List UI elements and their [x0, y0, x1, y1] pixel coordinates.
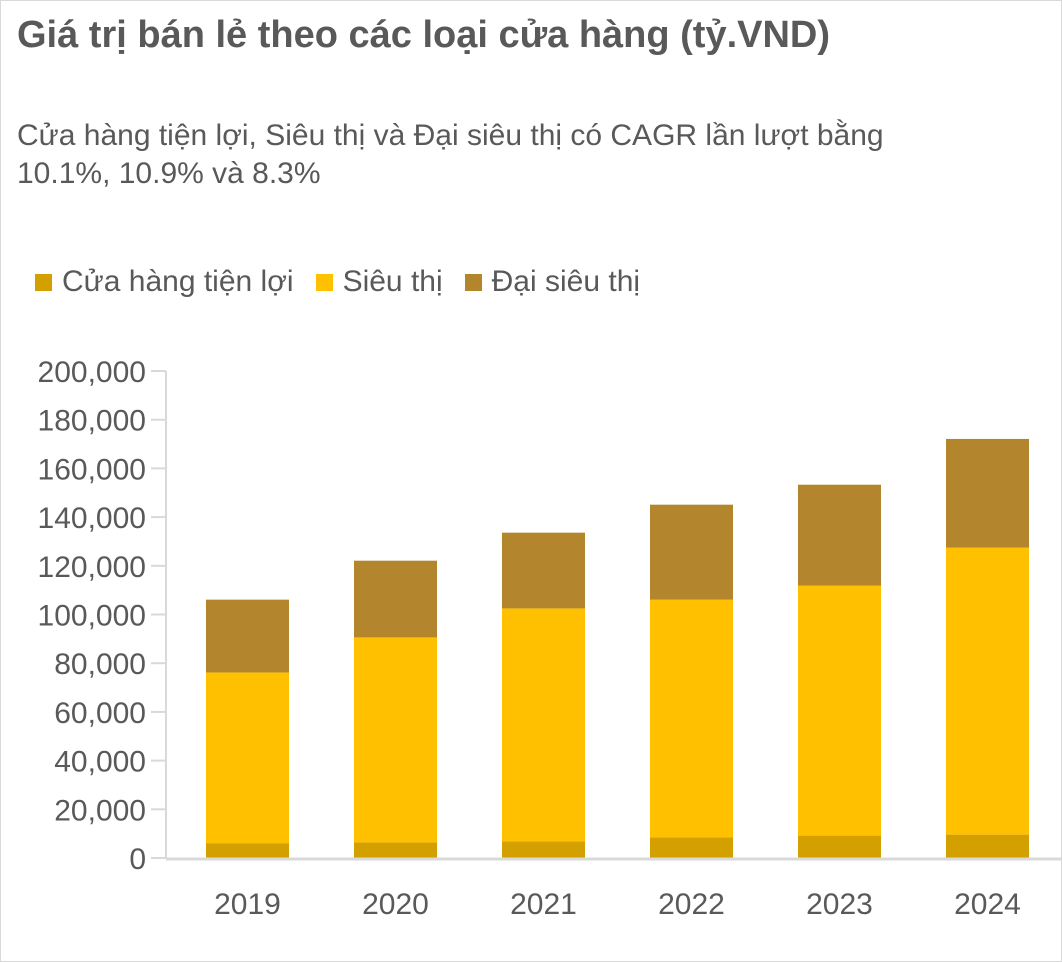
- legend-label: Siêu thị: [342, 265, 443, 298]
- x-tick-label: 2021: [510, 888, 577, 921]
- x-tick-label: 2023: [806, 888, 873, 921]
- bar-đại-siêu-thị-2024: [946, 438, 1029, 548]
- bar-siêu-thị-2024: [946, 547, 1029, 835]
- legend-item-hypermarket: Đại siêu thị: [464, 265, 641, 299]
- bar-siêu-thị-2022: [650, 599, 733, 838]
- bar-cửa-hàng-tiện-lợi-2020: [354, 842, 437, 858]
- x-tick-label: 2022: [658, 888, 725, 921]
- bar-siêu-thị-2019: [206, 672, 289, 844]
- legend-label: Cửa hàng tiện lợi: [62, 265, 294, 298]
- bar-cửa-hàng-tiện-lợi-2021: [502, 841, 585, 858]
- chart-subtitle: Cửa hàng tiện lợi, Siêu thị và Đại siêu …: [17, 119, 884, 190]
- x-tick-label: 2019: [214, 888, 281, 921]
- bar-đại-siêu-thị-2022: [650, 504, 733, 600]
- x-tick-label: 2020: [362, 888, 429, 921]
- bar-siêu-thị-2021: [502, 608, 585, 842]
- y-tick-label: 60,000: [54, 697, 146, 730]
- y-tick-label: 100,000: [38, 600, 146, 633]
- y-tick-label: 80,000: [54, 648, 146, 681]
- y-tick-label: 120,000: [38, 551, 146, 584]
- bar-siêu-thị-2020: [354, 637, 437, 843]
- legend: Cửa hàng tiện lợi Siêu thị Đại siêu thị: [35, 265, 662, 299]
- y-tick-label: 0: [129, 843, 146, 876]
- legend-swatch: [464, 273, 482, 291]
- legend-swatch: [35, 273, 52, 291]
- chart-title: Giá trị bán lẻ theo các loại cửa hàng (t…: [17, 14, 831, 56]
- bar-cửa-hàng-tiện-lợi-2022: [650, 837, 733, 858]
- legend-item-convenience: Cửa hàng tiện lợi: [35, 265, 294, 299]
- bar-đại-siêu-thị-2021: [502, 532, 585, 609]
- x-tick-label: 2024: [954, 888, 1021, 921]
- legend-item-supermarket: Siêu thị: [315, 265, 443, 299]
- y-tick-label: 180,000: [38, 405, 146, 438]
- y-tick-label: 40,000: [54, 746, 146, 779]
- bar-cửa-hàng-tiện-lợi-2023: [798, 835, 881, 858]
- bar-đại-siêu-thị-2019: [206, 599, 289, 673]
- bar-đại-siêu-thị-2023: [798, 484, 881, 586]
- bar-siêu-thị-2023: [798, 585, 881, 836]
- legend-swatch: [315, 273, 333, 291]
- y-tick-label: 200,000: [38, 356, 146, 389]
- bar-đại-siêu-thị-2020: [354, 560, 437, 638]
- bar-cửa-hàng-tiện-lợi-2019: [206, 843, 289, 858]
- y-tick-label: 140,000: [38, 502, 146, 535]
- legend-label: Đại siêu thị: [491, 265, 641, 298]
- bar-cửa-hàng-tiện-lợi-2024: [946, 834, 1029, 858]
- y-tick-label: 20,000: [54, 794, 146, 827]
- y-tick-label: 160,000: [38, 453, 146, 486]
